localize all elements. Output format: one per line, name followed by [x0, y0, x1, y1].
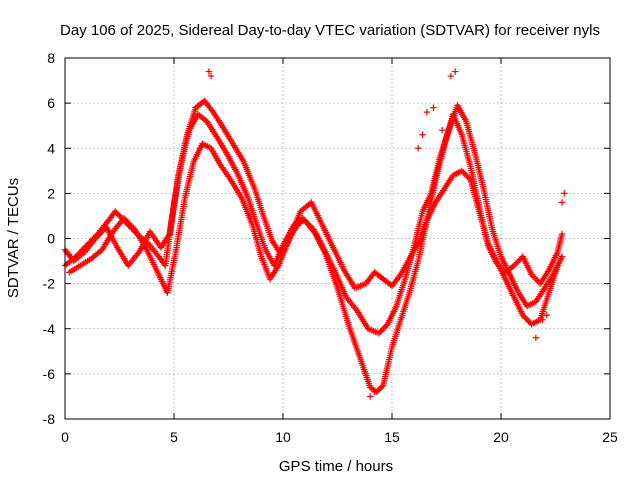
data-point-marker	[378, 327, 386, 334]
data-point-marker	[377, 328, 384, 335]
data-point-marker	[519, 312, 526, 319]
data-point-marker	[130, 224, 137, 232]
x-tick-label: 25	[602, 429, 618, 445]
x-tick-label: 5	[170, 429, 178, 445]
x-tick-label: 15	[384, 429, 400, 445]
y-tick-label: 4	[47, 140, 55, 156]
data-point-marker	[447, 72, 455, 80]
data-point-marker	[532, 334, 540, 341]
data-point-marker	[438, 127, 446, 134]
data-point-marker	[378, 383, 386, 390]
data-point-marker	[414, 145, 422, 152]
data-point-marker	[452, 68, 459, 75]
data-point-marker	[554, 262, 561, 269]
data-point-marker	[543, 312, 550, 319]
data-point-marker	[308, 224, 316, 232]
data-point-marker	[205, 68, 213, 75]
data-point-marker	[528, 271, 535, 278]
data-point-marker	[525, 318, 532, 325]
data-point-marker	[531, 274, 538, 281]
data-point-marker	[561, 190, 568, 197]
data-point-marker	[516, 256, 524, 263]
data-point-marker	[464, 173, 471, 181]
data-point-marker	[207, 72, 215, 80]
y-tick-label: 2	[47, 185, 55, 201]
x-axis-label: GPS time / hours	[279, 458, 393, 475]
x-tick-label: 10	[275, 429, 291, 445]
y-tick-label: -6	[43, 366, 56, 382]
data-point-marker	[381, 324, 388, 331]
data-point-marker	[382, 322, 390, 329]
y-tick-label: -2	[43, 276, 56, 292]
data-point-marker	[367, 393, 374, 400]
y-axis-label: SDTVAR / TECUs	[5, 178, 22, 298]
data-point-marker	[380, 325, 387, 332]
y-tick-label: 6	[47, 95, 55, 111]
y-tick-label: 0	[47, 231, 55, 247]
data-point-marker	[523, 316, 531, 323]
data-points	[61, 68, 568, 400]
y-tick-labels: -8 -6 -4 -2 0 2 4 6 8	[43, 50, 56, 427]
data-point-marker	[513, 259, 521, 266]
y-tick-label: -8	[43, 411, 56, 427]
data-point-marker	[462, 172, 470, 179]
chart-title: Day 106 of 2025, Sidereal Day-to-day VTE…	[60, 22, 600, 39]
data-point-marker	[558, 230, 566, 238]
data-point-marker	[419, 131, 426, 138]
x-tick-label: 20	[493, 429, 509, 445]
data-point-marker	[460, 169, 467, 176]
data-point-marker	[558, 199, 566, 206]
data-point-marker	[532, 275, 540, 283]
axis-ticks	[64, 57, 611, 420]
data-point-marker	[423, 108, 431, 116]
data-point-marker	[461, 170, 468, 178]
data-point-marker	[375, 330, 383, 337]
data-point-marker	[458, 167, 465, 175]
data-point-marker	[510, 262, 518, 269]
data-point-marker	[539, 316, 546, 323]
x-tick-label: 0	[61, 429, 69, 445]
data-point-marker	[465, 175, 473, 182]
data-point-marker	[512, 260, 519, 268]
data-point-marker	[521, 313, 528, 320]
y-tick-label: -4	[43, 321, 56, 337]
data-point-marker	[529, 272, 537, 280]
y-tick-label: 8	[47, 50, 55, 66]
data-point-marker	[515, 257, 522, 265]
data-point-marker	[430, 104, 437, 111]
x-tick-labels: 0 5 10 15 20 25	[61, 429, 618, 445]
data-point-marker	[522, 315, 529, 322]
data-point-marker	[371, 388, 378, 396]
data-point-marker	[558, 253, 566, 260]
